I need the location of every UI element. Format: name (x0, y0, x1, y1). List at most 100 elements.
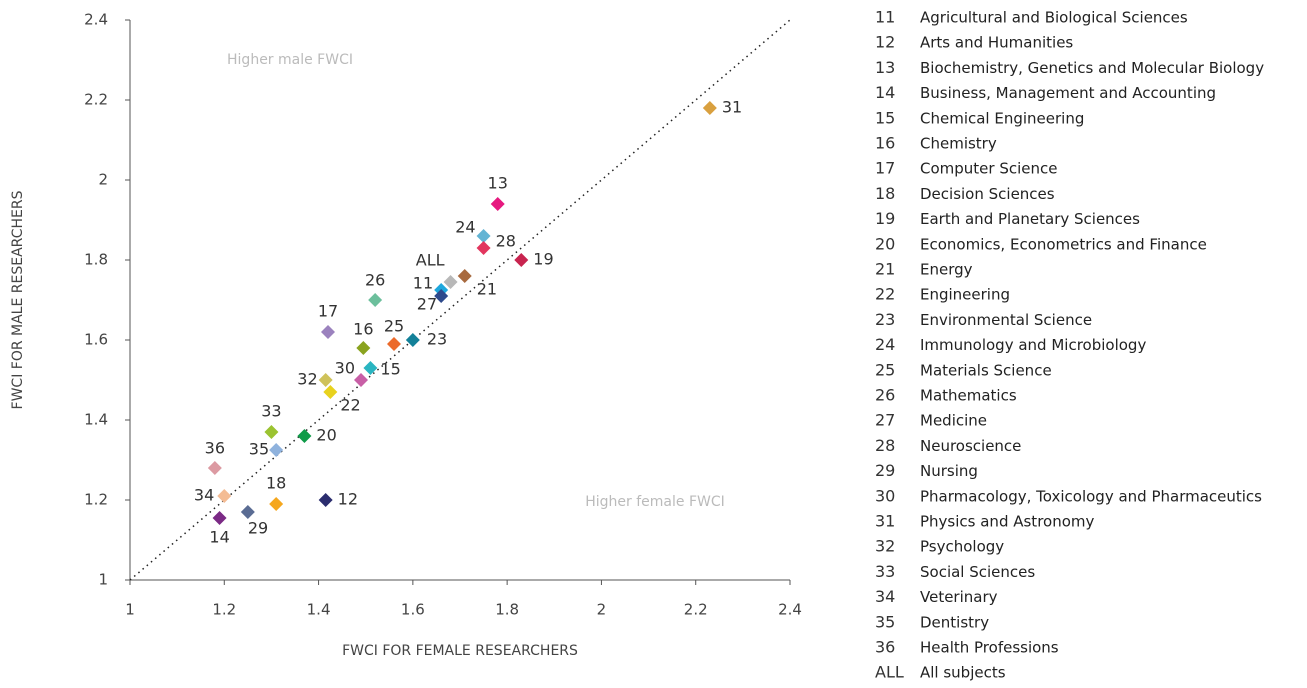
point-label: 34 (194, 486, 214, 505)
legend-name: Earth and Planetary Sciences (920, 210, 1140, 228)
legend-name: Agricultural and Biological Sciences (920, 9, 1188, 27)
point-label: 27 (417, 295, 437, 314)
legend-name: Computer Science (920, 160, 1057, 178)
point-label: 20 (316, 426, 336, 445)
point (476, 229, 491, 243)
point (240, 505, 255, 519)
point-label: ALL (416, 251, 445, 270)
legend-code: 26 (875, 386, 895, 405)
legend-code: 11 (875, 8, 895, 27)
legend-name: Chemical Engineering (920, 109, 1084, 127)
point (297, 429, 312, 443)
legend-code: 14 (875, 83, 895, 102)
x-tick-label: 1.4 (307, 601, 331, 619)
point (269, 443, 284, 457)
point (702, 101, 717, 115)
point-label: 13 (488, 174, 508, 193)
legend-code: 27 (875, 411, 895, 430)
point-label: 19 (533, 250, 553, 269)
y-tick-label: 1.4 (84, 411, 108, 429)
point-label: 12 (338, 490, 358, 509)
point-label: 25 (384, 317, 404, 336)
legend-code: 34 (875, 587, 895, 606)
legend-code: 31 (875, 512, 895, 531)
point (207, 461, 222, 475)
legend-code: 32 (875, 537, 895, 556)
point (490, 197, 505, 211)
x-tick-label: 2.2 (684, 601, 708, 619)
point-label: 22 (340, 396, 360, 415)
x-tick-label: 2 (597, 601, 607, 619)
legend-name: Medicine (920, 412, 987, 430)
legend-name: Dentistry (920, 613, 989, 631)
x-tick-label: 1 (125, 601, 135, 619)
point-label: 15 (380, 360, 400, 379)
annotation: Higher female FWCI (585, 494, 725, 510)
legend-code: 36 (875, 638, 895, 657)
point (405, 333, 420, 347)
legend-name: Chemistry (920, 135, 997, 153)
legend-name: Immunology and Microbiology (920, 336, 1146, 354)
legend-name: Social Sciences (920, 563, 1035, 581)
point (321, 325, 335, 339)
point (368, 293, 383, 307)
point (217, 489, 232, 503)
x-tick-label: 2.4 (778, 601, 802, 619)
point (318, 373, 333, 387)
legend-code: 30 (875, 486, 895, 505)
point (434, 289, 449, 303)
point-label: 28 (496, 232, 516, 251)
diagonal (129, 19, 791, 581)
point (363, 361, 378, 375)
legend-name: Energy (920, 261, 973, 279)
point-label: 23 (427, 330, 447, 349)
point-label: 21 (477, 280, 497, 299)
legend-code: 15 (875, 108, 895, 127)
legend-name: Pharmacology, Toxicology and Pharmaceuti… (920, 487, 1262, 505)
point (457, 269, 472, 283)
legend-code: 35 (875, 612, 895, 631)
legend-name: Decision Sciences (920, 185, 1055, 203)
x-tick-label: 1.2 (212, 601, 236, 619)
point-label: 17 (318, 302, 338, 321)
point (354, 373, 368, 387)
legend-name: Psychology (920, 538, 1004, 556)
point-label: 29 (248, 519, 268, 538)
legend-code: 20 (875, 234, 895, 253)
point-label: 24 (455, 218, 475, 237)
legend-name: Environmental Science (920, 311, 1092, 329)
legend-name: Materials Science (920, 361, 1052, 379)
legend-name: Economics, Econometrics and Finance (920, 235, 1207, 253)
point-label: 30 (335, 359, 355, 378)
legend-name: Veterinary (920, 588, 998, 606)
point (387, 337, 401, 351)
legend-name: Biochemistry, Genetics and Molecular Bio… (920, 59, 1264, 77)
y-tick-label: 1.8 (84, 251, 108, 269)
point (514, 253, 529, 267)
y-axis-title: FWCI FOR MALE RESEARCHERS (10, 190, 26, 409)
legend-name: Neuroscience (920, 437, 1021, 455)
point (318, 493, 333, 507)
point (269, 497, 284, 511)
legend-code: 16 (875, 134, 895, 153)
point-label: 16 (353, 320, 373, 339)
annotation: Higher male FWCI (227, 52, 353, 68)
legend-code: 12 (875, 33, 895, 52)
legend-code: 25 (875, 360, 895, 379)
legend-code: 29 (875, 461, 895, 480)
legend-name: Arts and Humanities (920, 34, 1073, 52)
y-tick-label: 2.2 (84, 91, 108, 109)
x-tick-label: 1.8 (495, 601, 519, 619)
legend-code: 22 (875, 285, 895, 304)
legend-name: Health Professions (920, 639, 1059, 657)
y-tick-label: 1.6 (84, 331, 108, 349)
legend-code: 28 (875, 436, 895, 455)
legend-name: Business, Management and Accounting (920, 84, 1216, 102)
legend-code: 18 (875, 184, 895, 203)
legend-name: Nursing (920, 462, 978, 480)
legend-name: Engineering (920, 286, 1010, 304)
legend-name: Mathematics (920, 387, 1017, 405)
point-label: 36 (205, 439, 225, 458)
point-label: 18 (266, 474, 286, 493)
